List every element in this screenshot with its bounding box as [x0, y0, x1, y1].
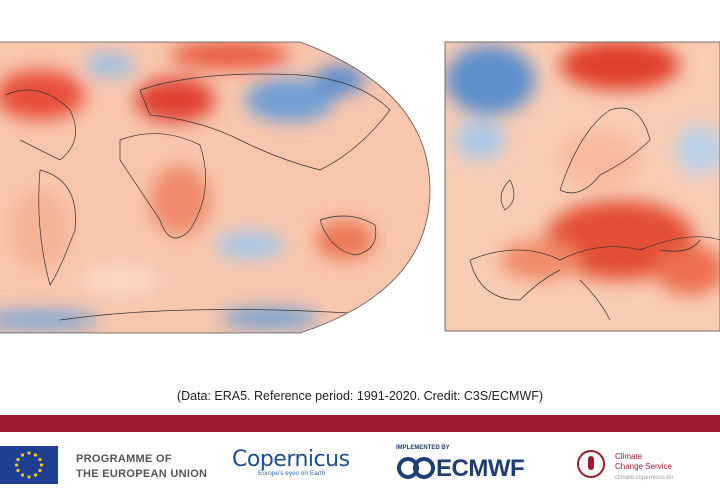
eu-line: THE EUROPEAN UNION	[76, 468, 208, 480]
c3s-thermometer	[588, 456, 594, 470]
implemented-by: IMPLEMENTED BY	[396, 445, 450, 451]
eu-line: PROGRAMME OF	[76, 453, 172, 465]
world-map-border	[0, 41, 431, 334]
caption: (Data: ERA5. Reference period: 1991-2020…	[176, 389, 544, 403]
c3s-logo	[577, 450, 605, 478]
eu-stars	[14, 451, 44, 479]
copernicus-name: Copernicus	[232, 447, 350, 472]
copernicus-tagline: Europe's eyes on Earth	[258, 470, 326, 477]
europe-map	[445, 42, 720, 331]
europe-map-border	[444, 41, 720, 332]
c3s-name: Climate Change Service	[615, 452, 672, 472]
world-map	[0, 42, 430, 333]
ecmwf-logo	[397, 457, 435, 479]
c3s-line: Climate	[615, 452, 643, 461]
c3s-line: Change Service	[615, 462, 672, 471]
copernicus-logo: Copernicus Europe's eyes on Earth	[232, 447, 350, 477]
c3s-url: climate.copernicus.eu	[615, 475, 674, 481]
ecmwf-name: ECMWF	[436, 455, 525, 482]
footer-band	[0, 415, 720, 432]
eu-programme: PROGRAMME OF THE EUROPEAN UNION	[76, 452, 207, 482]
